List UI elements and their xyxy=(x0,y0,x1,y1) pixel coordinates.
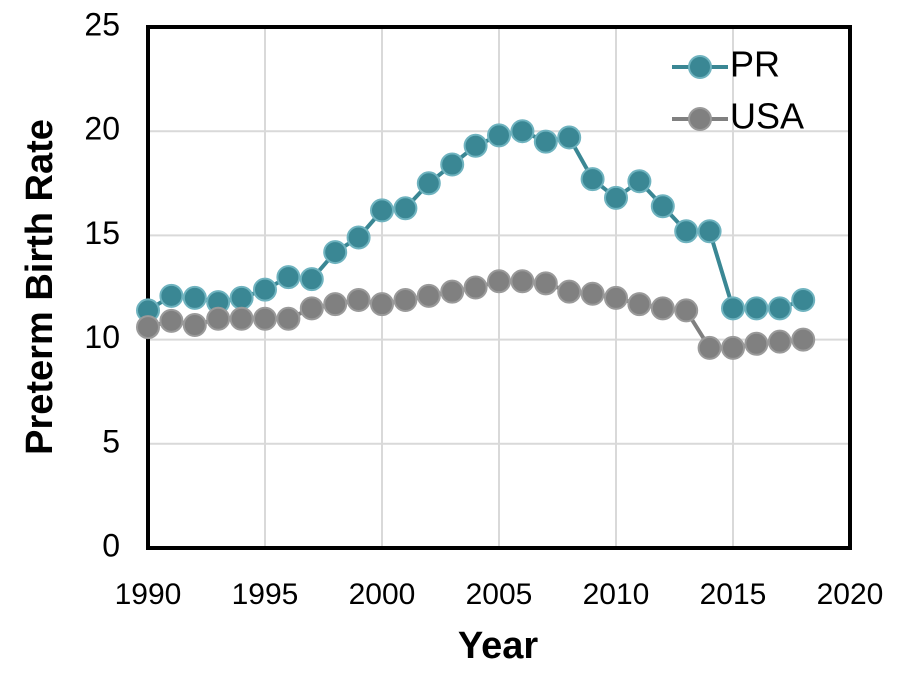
data-point xyxy=(721,296,745,321)
y-tick-label: 0 xyxy=(102,527,120,563)
data-point xyxy=(604,185,628,210)
data-point xyxy=(323,240,348,265)
data-point xyxy=(791,288,816,313)
data-point xyxy=(744,331,769,356)
data-point xyxy=(229,285,254,310)
legend-marker xyxy=(688,107,712,131)
x-tick-label: 2015 xyxy=(700,578,767,611)
data-point xyxy=(206,306,231,331)
x-tick-label: 2000 xyxy=(349,578,416,611)
data-point xyxy=(299,296,324,321)
legend-marker xyxy=(688,55,712,79)
data-point xyxy=(697,219,722,244)
data-point xyxy=(557,279,582,304)
y-tick-label: 20 xyxy=(84,111,120,147)
y-tick-label: 15 xyxy=(84,215,120,251)
data-point xyxy=(463,133,488,158)
x-tick-label: 2010 xyxy=(583,578,650,611)
data-point xyxy=(182,313,207,338)
data-point xyxy=(416,283,441,308)
plot-frame xyxy=(146,25,852,550)
x-axis-label: Year xyxy=(458,625,539,667)
data-point xyxy=(370,198,394,223)
x-tick-label: 2020 xyxy=(817,578,884,611)
data-point xyxy=(276,265,301,290)
data-point xyxy=(580,281,605,306)
data-point xyxy=(346,288,371,313)
data-point xyxy=(159,308,184,333)
data-point xyxy=(721,335,745,360)
data-point xyxy=(510,269,535,294)
y-axis-label: Preterm Birth Rate xyxy=(19,119,61,455)
data-point xyxy=(697,335,722,360)
legend-label: USA xyxy=(730,96,804,137)
data-point xyxy=(767,296,792,321)
x-tick-label: 1990 xyxy=(115,578,182,611)
data-point xyxy=(323,292,348,317)
data-point xyxy=(487,269,511,294)
data-point xyxy=(299,267,324,292)
data-point xyxy=(510,119,535,144)
data-point xyxy=(650,194,675,219)
data-point xyxy=(346,225,371,250)
data-point xyxy=(650,296,675,321)
y-tick-label: 10 xyxy=(84,319,120,355)
data-point xyxy=(276,306,301,331)
data-point xyxy=(253,306,277,331)
data-point xyxy=(557,125,582,150)
data-point xyxy=(393,196,418,221)
x-tick-label: 1995 xyxy=(232,578,299,611)
y-tick-label: 5 xyxy=(102,423,120,459)
data-point xyxy=(440,279,465,304)
data-point xyxy=(674,219,699,244)
data-point xyxy=(580,167,605,192)
data-point xyxy=(533,129,558,154)
data-point xyxy=(136,315,160,340)
data-point xyxy=(440,152,465,177)
data-point xyxy=(393,288,418,313)
data-point xyxy=(627,292,652,317)
data-point xyxy=(182,285,207,310)
data-point xyxy=(416,171,441,196)
data-point xyxy=(744,296,769,321)
data-point xyxy=(229,306,254,331)
x-tick-label: 2005 xyxy=(466,578,533,611)
data-point xyxy=(159,283,184,308)
data-point xyxy=(791,327,816,352)
data-point xyxy=(463,275,488,300)
data-point xyxy=(604,285,628,310)
data-point xyxy=(767,329,792,354)
legend-label: PR xyxy=(730,44,780,85)
data-point xyxy=(487,123,511,148)
data-point xyxy=(627,169,652,194)
data-point xyxy=(253,277,277,302)
data-point xyxy=(533,271,558,296)
data-point xyxy=(674,298,699,323)
y-tick-label: 25 xyxy=(84,6,120,42)
data-point xyxy=(370,292,394,317)
